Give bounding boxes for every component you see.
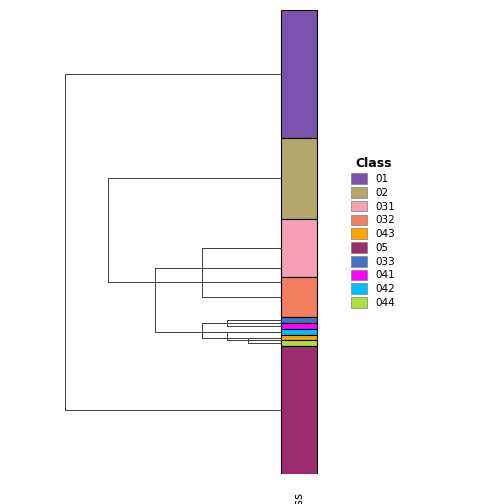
Text: Class: Class	[292, 492, 305, 504]
FancyBboxPatch shape	[281, 341, 317, 346]
FancyBboxPatch shape	[281, 138, 317, 219]
FancyBboxPatch shape	[281, 346, 317, 474]
FancyBboxPatch shape	[281, 323, 317, 329]
Legend: 01, 02, 031, 032, 043, 05, 033, 041, 042, 044: 01, 02, 031, 032, 043, 05, 033, 041, 042…	[349, 155, 397, 310]
FancyBboxPatch shape	[281, 219, 317, 277]
FancyBboxPatch shape	[281, 318, 317, 323]
FancyBboxPatch shape	[281, 277, 317, 318]
FancyBboxPatch shape	[281, 10, 317, 138]
FancyBboxPatch shape	[281, 329, 317, 335]
FancyBboxPatch shape	[281, 335, 317, 341]
